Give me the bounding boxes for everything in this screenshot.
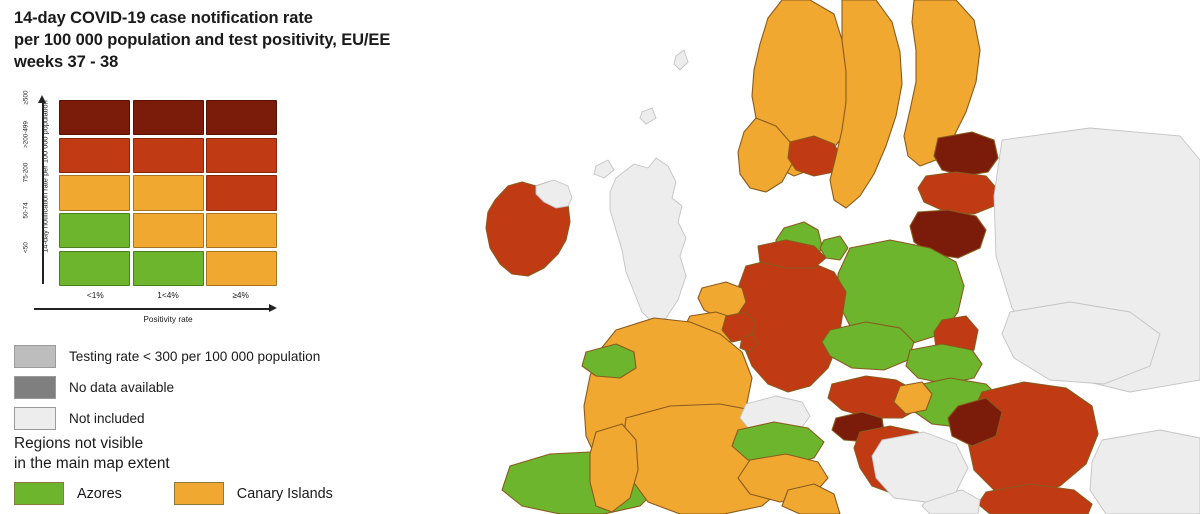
map-region-latvia[interactable]: [917, 171, 999, 215]
matrix-cell-r4-c0: [59, 250, 130, 286]
status-legend-label-1: No data available: [69, 380, 175, 395]
matrix-x-axis-arrow: [34, 305, 277, 312]
map-region-scotland-isles[interactable]: [593, 159, 615, 179]
map-region-non-eu-ukraine-label[interactable]: [1001, 301, 1161, 385]
matrix-cell-r4-c1: [132, 250, 204, 286]
status-legend-swatch-0: [14, 345, 56, 368]
matrix-cell-r0-c0: [59, 100, 130, 136]
matrix-x-tick-labels: <1% 1<4% ≥4%: [59, 290, 277, 304]
map-region-lithuania[interactable]: [909, 209, 987, 259]
regions-not-visible-title-line-1: Regions not visible: [14, 435, 144, 452]
matrix-y-tick-4: <50: [22, 242, 30, 254]
map-region-estonia[interactable]: [933, 131, 999, 177]
map-region-portugal[interactable]: [589, 423, 639, 513]
matrix-cell-r2-c1: [132, 175, 204, 211]
map-region-northern-ireland[interactable]: [535, 179, 573, 209]
matrix-x-axis-title: Positivity rate: [143, 314, 193, 324]
region-not-visible-label-1: Canary Islands: [236, 485, 333, 502]
map-region-great-britain[interactable]: [609, 157, 687, 323]
status-legend: Testing rate < 300 per 100 000 populatio…: [14, 341, 320, 434]
region-not-visible-item-0: Azores: [14, 482, 122, 506]
map-region-finland[interactable]: [903, 0, 981, 167]
title-line-3: weeks 37 - 38: [14, 52, 119, 71]
matrix-cell-r0-c2: [206, 100, 277, 136]
map-region-romania-nw-dark[interactable]: [947, 397, 1003, 447]
status-legend-swatch-2: [14, 407, 56, 430]
map-region-non-eu-balkans[interactable]: [871, 431, 969, 503]
page-title: 14-day COVID-19 case notification rate p…: [14, 8, 484, 73]
regions-not-visible-title: Regions not visible in the main map exte…: [14, 434, 333, 473]
matrix-cell-r1-c0: [59, 137, 130, 173]
title-line-1: 14-day COVID-19 case notification rate: [14, 9, 313, 27]
status-legend-label-2: Not included: [69, 411, 145, 426]
matrix-cell-r1-c1: [132, 137, 204, 173]
map-region-france-brittany-green[interactable]: [581, 343, 637, 379]
matrix-cell-r2-c0: [59, 175, 130, 211]
region-not-visible-swatch-0: [14, 482, 64, 506]
map-region-shetland[interactable]: [673, 49, 689, 71]
matrix-x-tick-2: ≥4%: [232, 290, 249, 300]
matrix-cell-r3-c1: [132, 213, 204, 249]
map-region-faroe[interactable]: [639, 107, 657, 125]
map-region-italy-north-green[interactable]: [731, 421, 825, 467]
matrix-cell-r1-c2: [206, 137, 277, 173]
map-region-hungary-orange-west[interactable]: [893, 381, 933, 415]
matrix-x-tick-1: 1<4%: [157, 290, 179, 300]
map-region-czechia[interactable]: [821, 321, 915, 371]
status-legend-row-2: Not included: [14, 403, 320, 434]
status-legend-swatch-1: [14, 376, 56, 399]
map-region-bulgaria[interactable]: [977, 483, 1093, 514]
region-not-visible-swatch-1: [173, 482, 224, 506]
map-region-netherlands[interactable]: [697, 281, 747, 319]
matrix-cell-r3-c0: [59, 213, 130, 249]
status-legend-row-0: Testing rate < 300 per 100 000 populatio…: [14, 341, 320, 372]
regions-not-visible-legend: Regions not visible in the main map exte…: [14, 434, 333, 506]
region-not-visible-label-0: Azores: [77, 485, 122, 502]
matrix-grid: [59, 100, 277, 286]
map-region-ireland[interactable]: [485, 181, 571, 277]
choropleth-map[interactable]: [390, 0, 1200, 514]
region-not-visible-item-1: Canary Islands: [173, 482, 333, 506]
matrix-legend: 14-day notification rate per 100 000 pop…: [12, 90, 287, 329]
map-region-non-eu-turkey[interactable]: [1089, 429, 1200, 514]
map-region-luxembourg[interactable]: [739, 333, 759, 353]
matrix-cell-r0-c1: [132, 100, 204, 136]
map-region-denmark-islands[interactable]: [819, 235, 849, 261]
map-region-germany-north[interactable]: [757, 239, 827, 269]
map-region-norway-south[interactable]: [737, 117, 793, 193]
matrix-cell-r2-c2: [206, 175, 277, 211]
regions-not-visible-items: Azores Canary Islands: [14, 482, 333, 506]
matrix-y-axis-arrow: [39, 95, 46, 284]
matrix-cell-r3-c2: [206, 213, 277, 249]
regions-not-visible-title-line-2: in the main map extent: [14, 454, 170, 472]
matrix-cell-r4-c2: [206, 250, 277, 286]
matrix-x-tick-0: <1%: [86, 290, 104, 300]
title-line-2: per 100 000 population and test positivi…: [14, 30, 403, 49]
map-svg: [485, 0, 1200, 514]
status-legend-label-0: Testing rate < 300 per 100 000 populatio…: [69, 349, 321, 364]
status-legend-row-1: No data available: [14, 372, 320, 403]
map-region-italy-boot[interactable]: [781, 483, 841, 514]
map-region-slovakia[interactable]: [905, 343, 983, 385]
map-region-sweden[interactable]: [829, 0, 903, 209]
